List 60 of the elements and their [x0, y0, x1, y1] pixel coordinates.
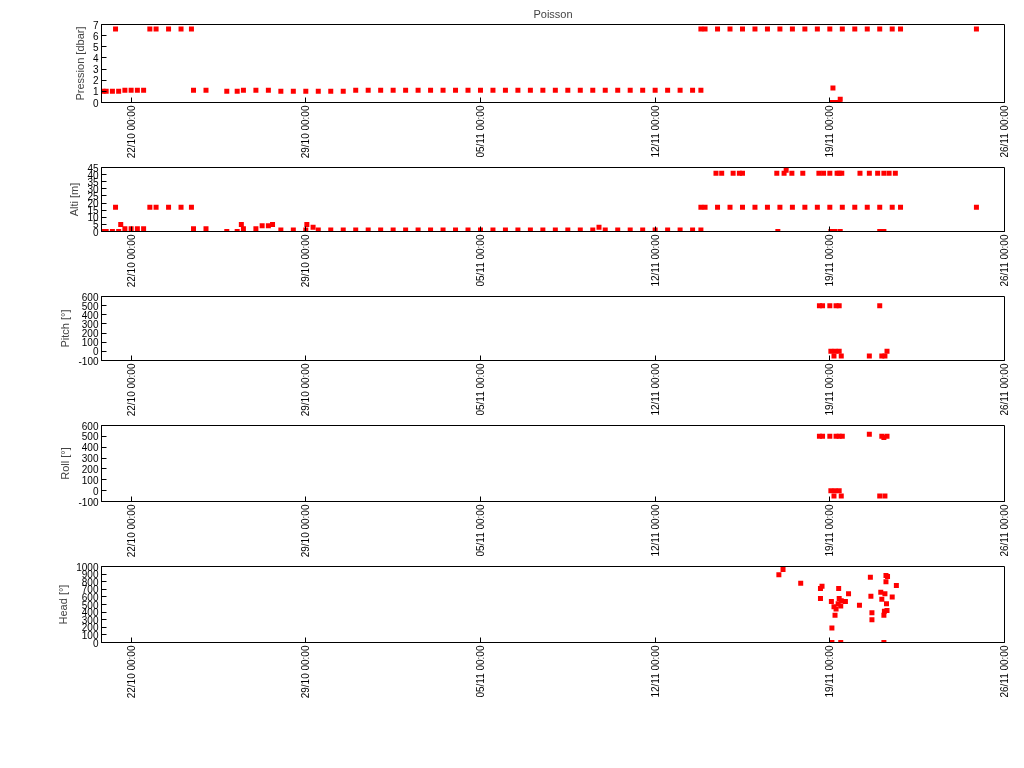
y-tick-label: 100 — [81, 474, 99, 486]
y-tick-label: 400 — [81, 442, 99, 454]
y-tick-label: 3 — [92, 64, 99, 76]
x-tick-label: 26/11 00:00 — [999, 105, 1010, 158]
y-tick-label: 4 — [92, 52, 99, 64]
x-tick-label: 05/11 00:00 — [474, 105, 486, 158]
y-tick-label: 200 — [81, 328, 99, 340]
y-axis-title: Roll [°] — [59, 447, 72, 480]
y-tick-label: 500 — [81, 300, 99, 312]
x-tick-label: 12/11 00:00 — [649, 504, 661, 557]
y-tick-label: 0 — [92, 97, 99, 109]
y-tick-label: 7 — [92, 19, 99, 31]
x-tick-label: 22/10 00:00 — [125, 105, 137, 159]
x-tick-label: 26/11 00:00 — [999, 234, 1010, 287]
y-tick-label: 400 — [81, 309, 99, 321]
y-tick-label: 600 — [81, 291, 99, 303]
x-tick-label: 12/11 00:00 — [649, 645, 661, 698]
x-tick-label: 22/10 00:00 — [125, 645, 137, 699]
x-tick-label: 22/10 00:00 — [125, 234, 137, 288]
x-tick-label: 19/11 00:00 — [824, 504, 836, 557]
y-tick-label: -100 — [78, 355, 99, 367]
y-tick-label: 300 — [81, 453, 99, 465]
x-tick-label: 19/11 00:00 — [824, 105, 836, 158]
y-tick-label: 2 — [92, 75, 99, 87]
y-axis-title: Pression [dbar] — [73, 26, 86, 101]
y-tick-label: 200 — [81, 463, 99, 475]
x-tick-label: 12/11 00:00 — [649, 105, 661, 158]
y-tick-label: 1 — [92, 86, 99, 98]
x-tick-label: 26/11 00:00 — [999, 363, 1010, 416]
x-tick-label: 19/11 00:00 — [824, 363, 836, 416]
x-tick-label: 19/11 00:00 — [824, 234, 836, 287]
x-tick-label: 19/11 00:00 — [824, 645, 836, 698]
x-tick-label: 29/10 00:00 — [300, 105, 312, 159]
x-tick-label: 05/11 00:00 — [474, 234, 486, 287]
y-tick-label: 500 — [81, 431, 99, 443]
x-tick-label: 26/11 00:00 — [999, 504, 1010, 557]
y-tick-label: -100 — [78, 496, 99, 508]
x-tick-label: 05/11 00:00 — [474, 363, 486, 416]
x-tick-label: 29/10 00:00 — [300, 504, 312, 558]
chart-title: Poisson — [533, 7, 573, 20]
x-tick-label: 29/10 00:00 — [300, 645, 312, 699]
y-tick-label: 300 — [81, 318, 99, 330]
y-tick-label: 6 — [92, 30, 99, 42]
y-axis-title: Pitch [°] — [59, 309, 72, 348]
y-axis-title: Alti [m] — [68, 182, 81, 217]
y-tick-label: 600 — [81, 420, 99, 432]
x-tick-label: 26/11 00:00 — [999, 645, 1010, 698]
x-tick-label: 12/11 00:00 — [649, 363, 661, 416]
y-tick-label: 100 — [81, 337, 99, 349]
x-tick-label: 22/10 00:00 — [125, 363, 137, 417]
y-tick-label: 5 — [92, 41, 99, 53]
x-tick-label: 12/11 00:00 — [649, 234, 661, 287]
y-axis-title: Head [°] — [57, 584, 70, 625]
y-tick-label: 0 — [92, 485, 99, 497]
y-tick-label: 0 — [92, 346, 99, 358]
x-tick-label: 05/11 00:00 — [474, 504, 486, 557]
x-tick-label: 22/10 00:00 — [125, 504, 137, 558]
x-tick-label: 29/10 00:00 — [300, 234, 312, 288]
x-tick-label: 05/11 00:00 — [474, 645, 486, 698]
x-tick-label: 29/10 00:00 — [300, 363, 312, 417]
